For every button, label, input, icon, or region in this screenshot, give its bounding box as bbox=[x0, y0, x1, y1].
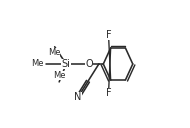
Text: Me: Me bbox=[31, 60, 44, 68]
Text: Si: Si bbox=[62, 59, 71, 69]
Text: Me: Me bbox=[48, 48, 60, 57]
Text: N: N bbox=[74, 92, 81, 102]
Text: O: O bbox=[85, 59, 93, 69]
Text: F: F bbox=[106, 30, 111, 40]
Text: Me: Me bbox=[54, 71, 66, 80]
Text: F: F bbox=[106, 88, 111, 98]
